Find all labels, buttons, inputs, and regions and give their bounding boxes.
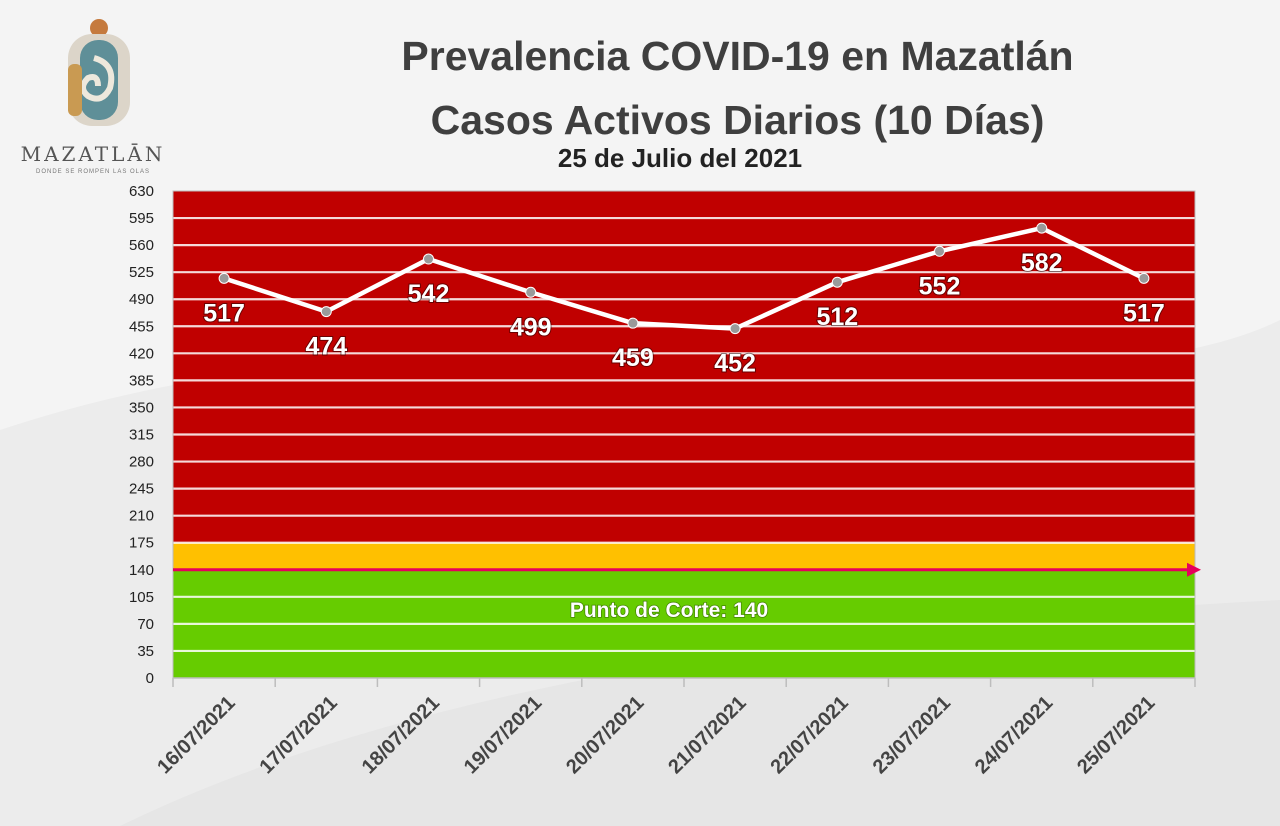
data-label: 512 (816, 303, 858, 331)
x-tick-label: 16/07/2021 (153, 692, 239, 778)
y-tick-label: 35 (137, 643, 154, 660)
y-tick-label: 560 (129, 237, 154, 254)
band-2 (173, 191, 1195, 543)
series-line (218, 222, 1150, 335)
x-axis: 16/07/2021 17/07/2021 18/07/2021 19/07/2021… (153, 677, 1196, 778)
data-label: 517 (203, 299, 245, 327)
data-point (627, 317, 639, 329)
y-axis: 0 35 70 105 140 175 210 245 280 315 350 385 420 455 49… (129, 183, 154, 687)
y-tick-label: 315 (129, 427, 154, 444)
data-label: 459 (612, 344, 654, 372)
logo-wordmark: MAZATLĀN (20, 142, 166, 166)
y-tick-label: 70 (137, 616, 154, 633)
logo-emblem-icon (68, 19, 130, 126)
data-label: 474 (305, 333, 347, 361)
cutoff-arrow-icon (1187, 562, 1201, 577)
x-tick-label: 21/07/2021 (664, 692, 750, 778)
data-point (525, 286, 537, 298)
x-tick-label: 23/07/2021 (869, 692, 955, 778)
x-tick-label: 19/07/2021 (460, 692, 546, 778)
data-label: 552 (919, 272, 961, 300)
data-label: 582 (1021, 249, 1063, 277)
y-tick-label: 595 (129, 210, 154, 227)
data-point (218, 272, 230, 284)
y-tick-label: 630 (129, 183, 154, 200)
data-point (729, 323, 741, 335)
x-tick-label: 24/07/2021 (971, 692, 1057, 778)
y-tick-label: 245 (129, 481, 154, 498)
data-point (831, 276, 843, 288)
y-tick-label: 0 (146, 670, 154, 687)
data-label: 499 (510, 313, 552, 341)
y-tick-label: 490 (129, 291, 154, 308)
y-tick-label: 350 (129, 399, 154, 416)
band-1 (173, 542, 1195, 570)
data-point (1138, 272, 1150, 284)
data-point (320, 306, 332, 318)
chart-title: Prevalencia COVID-19 en Mazatlán (401, 33, 1074, 79)
y-tick-label: 140 (129, 562, 154, 579)
x-tick-label: 17/07/2021 (255, 692, 341, 778)
y-tick-label: 280 (129, 454, 154, 471)
chart-subtitle: Casos Activos Diarios (10 Días) (430, 97, 1045, 143)
data-labels: 517 474 542 499 459 452 512 552 582 517 (202, 248, 1166, 378)
series-line (221, 225, 1147, 331)
data-label: 517 (1123, 299, 1165, 327)
y-tick-label: 420 (129, 345, 154, 362)
y-tick-label: 105 (129, 589, 154, 606)
x-tick-label: 20/07/2021 (562, 692, 648, 778)
x-tick-label: 25/07/2021 (1073, 692, 1159, 778)
y-tick-label: 525 (129, 264, 154, 281)
data-label: 452 (714, 350, 756, 378)
logo-tagline: DONDE SE ROMPEN LAS OLAS (35, 169, 151, 175)
gridlines (172, 190, 1196, 679)
data-point (1036, 222, 1048, 234)
y-tick-label: 175 (129, 535, 154, 552)
chart-date-label: 25 de Julio del 2021 (557, 143, 803, 173)
y-tick-label: 385 (129, 372, 154, 389)
y-tick-label: 210 (129, 508, 154, 525)
x-tick-label: 22/07/2021 (766, 692, 852, 778)
cutoff-label: Punto de Corte: 140 (570, 599, 768, 622)
data-label: 542 (408, 280, 450, 308)
y-tick-label: 455 (129, 318, 154, 335)
data-point (423, 253, 434, 265)
x-tick-label: 18/07/2021 (358, 692, 444, 778)
mazatlan-logo: MAZATLĀN DONDE SE ROMPEN LAS OLAS (18, 14, 173, 175)
cutoff-line: Punto de Corte: 140 (173, 562, 1201, 623)
data-point (934, 245, 945, 257)
